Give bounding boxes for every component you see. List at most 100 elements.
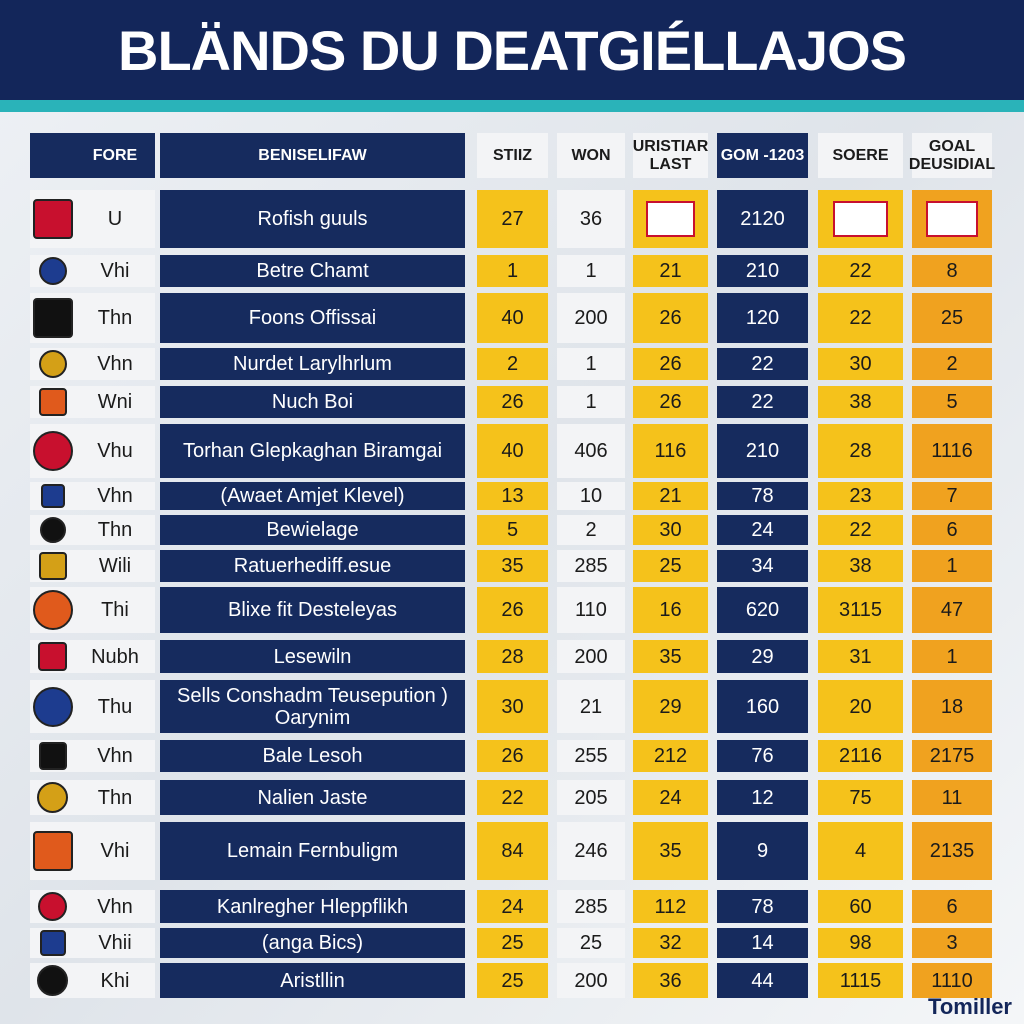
form: Wni	[75, 386, 155, 418]
stat-cell: 60	[818, 890, 903, 923]
stat-cell: 21	[557, 680, 625, 733]
stat-cell: 27	[477, 190, 548, 248]
stat-cell: 34	[717, 550, 808, 582]
form: Vhi	[75, 255, 155, 287]
form: Vhu	[75, 424, 155, 478]
stat-cell: 1	[557, 386, 625, 418]
team-name: Aristllin	[160, 963, 465, 998]
team-name: Lemain Fernbuligm	[160, 822, 465, 880]
stat-cell: 25	[557, 928, 625, 958]
team-name: Bewielage	[160, 515, 465, 545]
stat-cell: 26	[633, 348, 708, 380]
team-name: Lesewiln	[160, 640, 465, 673]
stat-cell: 76	[717, 740, 808, 772]
stat-cell: 25	[633, 550, 708, 582]
watermark: Tomiller	[928, 994, 1012, 1019]
stat-cell: 30	[633, 515, 708, 545]
team-name: Ratuerhediff.esue	[160, 550, 465, 582]
stat-cell: 40	[477, 293, 548, 343]
stat-cell: 25	[912, 293, 992, 343]
stat-cell: 22	[818, 515, 903, 545]
stat-cell: 26	[477, 587, 548, 633]
stat-cell: 200	[557, 640, 625, 673]
team-badge	[30, 928, 75, 958]
stat-cell: 160	[717, 680, 808, 733]
stat-cell: 2120	[717, 190, 808, 248]
team-badge	[30, 550, 75, 582]
team-name: Nalien Jaste	[160, 780, 465, 815]
form: Vhn	[75, 482, 155, 510]
stat-cell: 32	[633, 928, 708, 958]
stat-cell: 5	[477, 515, 548, 545]
form: Vhn	[75, 890, 155, 923]
team-badge	[30, 680, 75, 733]
stat-cell: 212	[633, 740, 708, 772]
team-badge	[30, 587, 75, 633]
stat-cell: 1	[557, 255, 625, 287]
stat-cell: 26	[633, 386, 708, 418]
stat-cell: 84	[477, 822, 548, 880]
team-name: Betre Chamt	[160, 255, 465, 287]
stat-cell: 28	[477, 640, 548, 673]
team-badge	[30, 822, 75, 880]
stat-cell: 200	[557, 963, 625, 998]
stat-cell: 78	[717, 890, 808, 923]
stat-cell: 25	[477, 928, 548, 958]
stat-cell: 2175	[912, 740, 992, 772]
team-badge	[30, 740, 75, 772]
stat-cell: 22	[818, 255, 903, 287]
column-header: WON	[557, 133, 625, 178]
title: BLÄNDS DU DEATGIÉLLAJOS	[118, 19, 907, 82]
stat-cell: 75	[818, 780, 903, 815]
stat-cell: 26	[477, 386, 548, 418]
stat-cell: 9	[717, 822, 808, 880]
stat-cell: 22	[818, 293, 903, 343]
team-badge	[30, 515, 75, 545]
stat-cell: 10	[557, 482, 625, 510]
stat-cell: 120	[717, 293, 808, 343]
column-header: STIIZ	[477, 133, 548, 178]
stat-cell: 205	[557, 780, 625, 815]
stat-cell: 2	[557, 515, 625, 545]
team-badge	[30, 293, 75, 343]
stat-cell: 22	[717, 386, 808, 418]
team-badge	[30, 424, 75, 478]
form: Vhii	[75, 928, 155, 958]
stat-cell: 1116	[912, 424, 992, 478]
team-name: (anga Bics)	[160, 928, 465, 958]
stat-cell: 20	[818, 680, 903, 733]
team-name: Foons Offissai	[160, 293, 465, 343]
stat-cell: 16	[633, 587, 708, 633]
form: Thu	[75, 680, 155, 733]
stat-cell: 112	[633, 890, 708, 923]
column-header: GOM -1203	[717, 133, 808, 178]
stat-cell: 25	[477, 963, 548, 998]
stat-cell: 620	[717, 587, 808, 633]
stat-cell: 26	[633, 293, 708, 343]
stat-cell: 285	[557, 890, 625, 923]
accent-strip	[0, 100, 1024, 112]
stat-cell: 5	[912, 386, 992, 418]
stat-cell: 98	[818, 928, 903, 958]
stat-cell: 24	[633, 780, 708, 815]
stat-cell: 35	[633, 822, 708, 880]
stat-cell: 47	[912, 587, 992, 633]
stat-cell: 24	[717, 515, 808, 545]
stat-cell: 30	[477, 680, 548, 733]
stat-cell: 29	[717, 640, 808, 673]
form: Thn	[75, 780, 155, 815]
stat-cell: 14	[717, 928, 808, 958]
stat-cell: 23	[818, 482, 903, 510]
stat-cell: 200	[557, 293, 625, 343]
team-name: Torhan Glepkaghan Biramgai	[160, 424, 465, 478]
stat-cell: 31	[818, 640, 903, 673]
stat-cell: 13	[477, 482, 548, 510]
column-header: BENISELIFAW	[160, 133, 465, 178]
stat-cell: 6	[912, 515, 992, 545]
stat-cell: 36	[557, 190, 625, 248]
stat-cell: 1	[477, 255, 548, 287]
stat-cell: 210	[717, 424, 808, 478]
team-name: Blixe fit Desteleyas	[160, 587, 465, 633]
stat-cell: 28	[818, 424, 903, 478]
stat-cell: 7	[912, 482, 992, 510]
